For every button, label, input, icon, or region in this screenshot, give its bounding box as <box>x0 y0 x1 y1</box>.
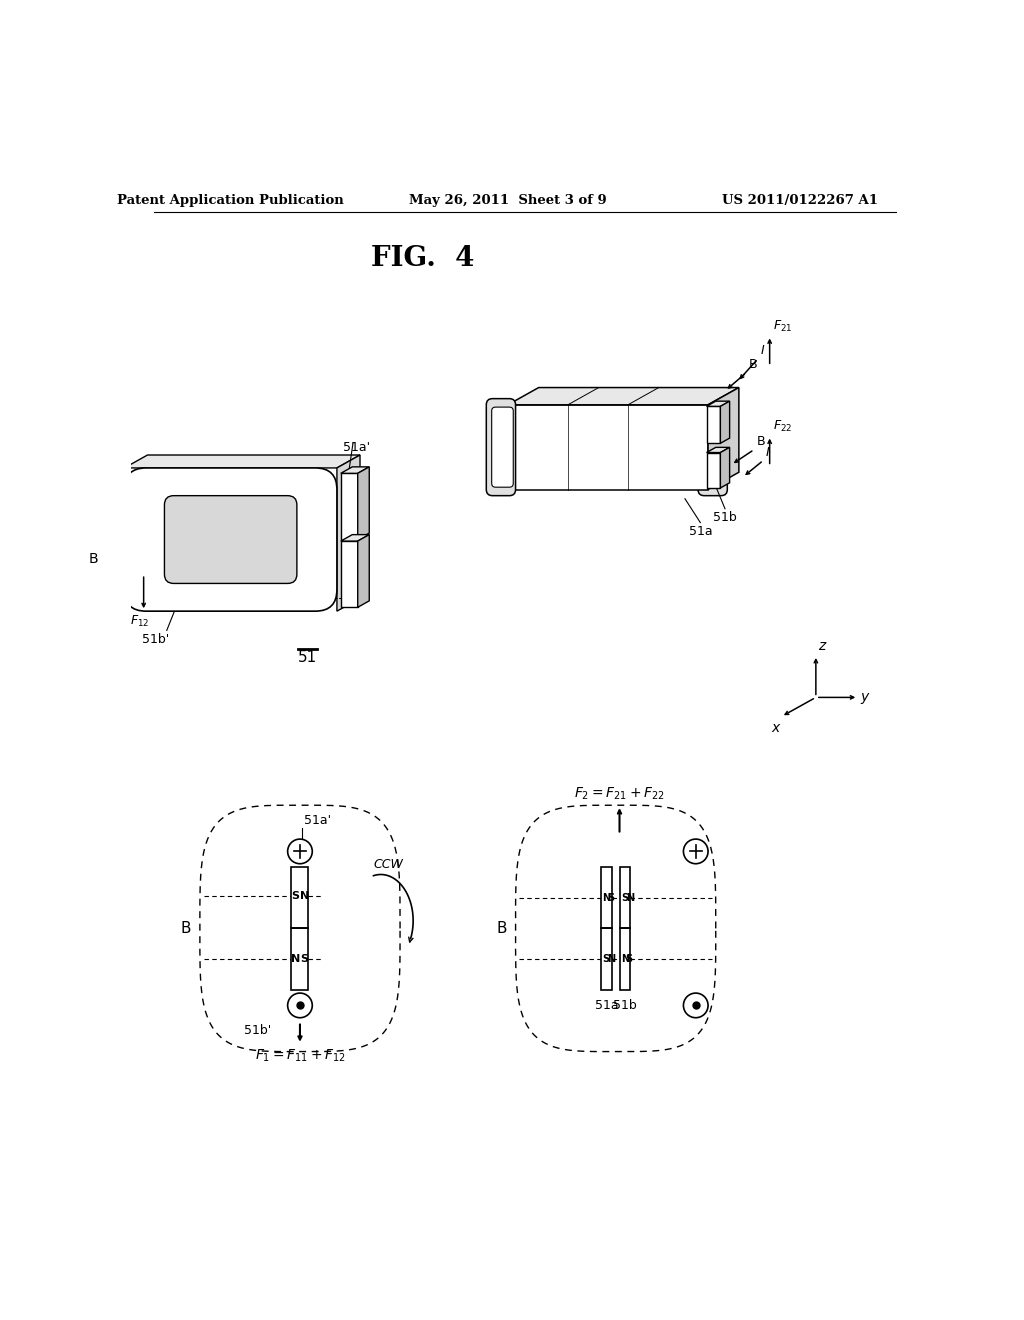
Text: Patent Application Publication: Patent Application Publication <box>118 194 344 207</box>
Text: $F_{22}$: $F_{22}$ <box>773 418 793 434</box>
Polygon shape <box>341 541 357 607</box>
Text: S: S <box>602 954 609 964</box>
Text: May 26, 2011  Sheet 3 of 9: May 26, 2011 Sheet 3 of 9 <box>409 194 607 207</box>
Polygon shape <box>720 447 730 488</box>
Polygon shape <box>341 467 370 474</box>
Text: FIG.  4: FIG. 4 <box>372 246 475 272</box>
Text: B: B <box>757 434 765 447</box>
Text: S: S <box>709 469 714 477</box>
Polygon shape <box>707 407 720 444</box>
Text: N: N <box>626 892 634 903</box>
Text: US 2011/0122267 A1: US 2011/0122267 A1 <box>723 194 879 207</box>
Text: $F_2 = F_{21} + F_{22}$: $F_2 = F_{21} + F_{22}$ <box>574 785 665 803</box>
Polygon shape <box>720 401 730 444</box>
Text: $F_{11}$: $F_{11}$ <box>248 548 265 561</box>
Bar <box>620 867 631 928</box>
Text: 51b: 51b <box>713 511 737 524</box>
Text: N: N <box>714 469 720 477</box>
Text: z: z <box>818 639 825 653</box>
Text: B: B <box>749 358 758 371</box>
FancyBboxPatch shape <box>698 399 727 496</box>
Text: N: N <box>602 892 610 903</box>
Text: S: S <box>714 420 719 429</box>
Text: x: x <box>772 721 780 734</box>
Text: $F_{21}$: $F_{21}$ <box>773 319 793 334</box>
Bar <box>620 928 631 990</box>
Text: $_{U}$: $_{U}$ <box>219 541 226 550</box>
Polygon shape <box>341 474 357 540</box>
Text: B: B <box>181 921 191 936</box>
Text: 51b: 51b <box>613 999 637 1012</box>
Text: B: B <box>89 552 98 566</box>
Text: S: S <box>621 892 628 903</box>
Text: N: N <box>607 954 615 964</box>
Bar <box>292 928 308 990</box>
Polygon shape <box>357 535 370 607</box>
Circle shape <box>683 840 708 863</box>
FancyBboxPatch shape <box>124 469 337 611</box>
Polygon shape <box>357 467 370 540</box>
Text: $F_{12}$: $F_{12}$ <box>130 614 150 630</box>
Text: $I_L$: $I_L$ <box>199 539 208 553</box>
Text: 51a': 51a' <box>304 813 331 826</box>
Text: 51b': 51b' <box>244 1024 271 1038</box>
Bar <box>601 867 611 928</box>
FancyBboxPatch shape <box>165 496 297 583</box>
Text: $F_1 = F_{11} + F_{12}$: $F_1 = F_{11} + F_{12}$ <box>255 1048 345 1064</box>
Text: I: I <box>766 446 770 459</box>
Text: I: I <box>208 525 211 536</box>
Text: S: S <box>343 502 348 510</box>
Polygon shape <box>124 455 360 469</box>
Text: N: N <box>621 954 629 964</box>
Polygon shape <box>707 447 730 453</box>
Text: N: N <box>343 569 349 578</box>
Polygon shape <box>707 453 720 488</box>
Polygon shape <box>337 455 360 611</box>
Text: CCW: CCW <box>374 858 403 871</box>
Bar <box>292 867 308 928</box>
Circle shape <box>683 993 708 1018</box>
Text: 51a': 51a' <box>343 441 371 454</box>
Text: 51a: 51a <box>688 525 712 539</box>
Text: N: N <box>709 420 716 429</box>
Text: y: y <box>860 690 868 705</box>
FancyBboxPatch shape <box>486 399 515 496</box>
Text: S: S <box>348 569 353 578</box>
Text: N: N <box>300 891 309 902</box>
Polygon shape <box>508 405 708 490</box>
Circle shape <box>288 840 312 863</box>
Text: B: B <box>270 506 280 517</box>
Text: 51b': 51b' <box>141 632 169 645</box>
Text: B: B <box>497 921 507 936</box>
Text: S: S <box>301 954 308 964</box>
Text: S: S <box>292 891 299 902</box>
FancyBboxPatch shape <box>492 407 513 487</box>
Text: S: S <box>626 954 633 964</box>
Polygon shape <box>708 388 739 490</box>
Polygon shape <box>508 388 739 405</box>
Text: S: S <box>607 892 614 903</box>
Circle shape <box>288 993 312 1018</box>
Text: 51: 51 <box>298 649 317 665</box>
Text: N: N <box>348 502 354 510</box>
Text: I: I <box>761 345 764 358</box>
Polygon shape <box>341 535 370 541</box>
Text: 51a: 51a <box>595 999 618 1012</box>
Polygon shape <box>707 401 730 407</box>
Text: N: N <box>291 954 300 964</box>
Bar <box>601 928 611 990</box>
